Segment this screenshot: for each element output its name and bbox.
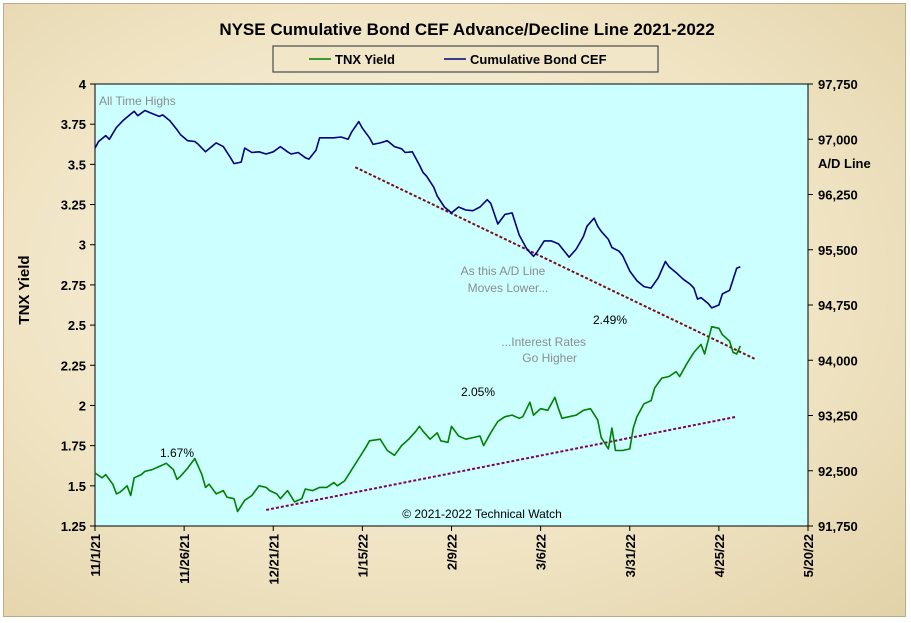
right-tick-label: 97,750 <box>818 77 858 92</box>
left-tick-label: 2.5 <box>68 318 86 333</box>
left-tick-label: 3.5 <box>68 157 86 172</box>
x-tick-label: 1/15/22 <box>355 534 370 577</box>
trendlines <box>265 166 755 511</box>
right-tick-label: 92,500 <box>818 464 858 479</box>
annotation-peak-3: 2.49% <box>593 313 627 327</box>
left-axis-label: TNX Yield <box>16 255 33 324</box>
right-tick-label: 96,250 <box>818 188 858 203</box>
legend-label-cef: Cumulative Bond CEF <box>470 52 607 67</box>
x-tick-label: 3/6/22 <box>534 534 549 570</box>
right-tick-label: 91,750 <box>818 519 858 534</box>
plot-area <box>94 83 809 527</box>
annotation-ad-note-1: As this A/D Line <box>461 264 546 278</box>
annotation-rates-note-1: ...Interest Rates <box>501 335 586 349</box>
annotation-rates-note-2: Go Higher <box>522 351 577 365</box>
x-tick-label: 11/26/21 <box>177 534 192 584</box>
x-tick-label: 4/25/22 <box>712 534 727 577</box>
legend-label-tnx: TNX Yield <box>335 52 395 67</box>
series-line-tnx-yield <box>94 325 742 513</box>
x-tick-label: 11/1/21 <box>88 534 103 577</box>
right-axis-label: A/D Line <box>818 156 871 171</box>
left-tick-label: 2 <box>79 398 86 413</box>
x-tick-label: 5/20/22 <box>801 534 816 577</box>
annotation-all-time-highs: All Time Highs <box>99 94 176 108</box>
left-tick-label: 1.25 <box>61 519 86 534</box>
annotation-copyright: © 2021-2022 Technical Watch <box>402 507 562 521</box>
right-tick-label: 93,250 <box>818 409 858 424</box>
legend: TNX Yield Cumulative Bond CEF <box>272 45 659 73</box>
right-tick-label: 94,750 <box>818 298 858 313</box>
series-line-cumulative-bond-cef <box>94 109 741 309</box>
annotation-peak-2: 2.05% <box>461 385 495 399</box>
left-tick-label: 2.25 <box>61 358 86 373</box>
x-tick-label: 3/31/22 <box>623 534 638 577</box>
left-tick-label: 4 <box>79 77 87 92</box>
left-axis: 1.25 1.5 1.75 2 2.25 2.5 2.75 3 3.25 3.5 3.75 4 <box>61 77 95 534</box>
x-tick-label: 12/21/21 <box>266 534 281 585</box>
annotation-ad-note-2: Moves Lower... <box>468 281 549 295</box>
left-tick-label: 3 <box>79 238 86 253</box>
x-axis: 11/1/21 11/26/21 12/21/21 1/15/22 2/9/22 3/6/… <box>88 526 816 585</box>
left-tick-label: 3.25 <box>61 198 86 213</box>
left-tick-label: 1.75 <box>61 439 86 454</box>
chart-title: NYSE Cumulative Bond CEF Advance/Decline… <box>219 20 714 39</box>
right-tick-label: 94,000 <box>818 353 858 368</box>
left-tick-label: 2.75 <box>61 278 86 293</box>
trendline <box>354 166 755 360</box>
left-tick-label: 3.75 <box>61 117 86 132</box>
right-tick-label: 95,500 <box>818 243 858 258</box>
right-tick-label: 97,000 <box>818 132 858 147</box>
x-tick-label: 2/9/22 <box>445 534 460 570</box>
left-tick-label: 1.5 <box>68 479 86 494</box>
annotation-peak-1: 1.67% <box>160 446 194 460</box>
right-axis: 91,750 92,500 93,250 94,000 94,750 95,500 96,2… <box>808 77 858 534</box>
series-lines <box>94 109 742 513</box>
